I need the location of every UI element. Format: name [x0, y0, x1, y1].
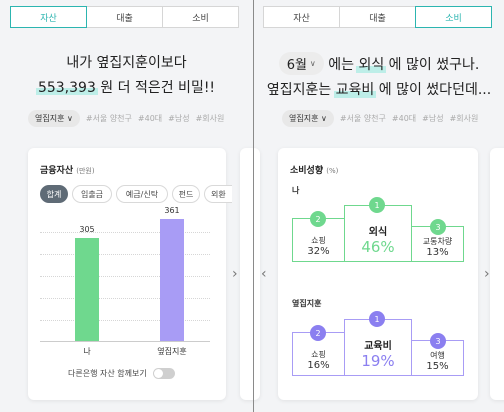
toggle-label: 다른은행 자산 함께보기	[68, 369, 147, 378]
headline-line1: 내가 옆집지훈이보다	[66, 55, 187, 71]
chevron-down-icon: ∨	[321, 114, 327, 123]
filter-fx[interactable]: 외환	[204, 185, 232, 203]
neighbor-rank-1-label: 교육비	[364, 341, 392, 352]
headline-line2: 옆집지훈는 교육비 에 많이 썼다던데...	[254, 79, 504, 99]
neighbor-select-value: 옆집지훈	[35, 114, 65, 123]
gridline	[40, 254, 210, 255]
neighbor-select[interactable]: 옆집지훈 ∨	[28, 110, 80, 127]
tag-age: #40대	[137, 114, 163, 123]
neighbor-section-title: 옆집지훈	[292, 299, 322, 308]
other-bank-toggle-row: 다른은행 자산 함께보기	[68, 368, 175, 379]
bar-value-label: 305	[79, 225, 95, 234]
neighbor-rank-1-badge: 1	[369, 311, 385, 327]
neighbor-rank-3-pct: 15%	[426, 361, 449, 372]
x-axis	[40, 341, 210, 342]
me-rank-2-badge: 2	[310, 211, 326, 227]
spending-panel: 자산 대출 소비 6월 ∨ 에는 외식 에 많이 썼구나. 옆집지훈는 교육비 에…	[254, 0, 504, 412]
me-rank-1-label: 외식	[368, 227, 388, 238]
me-rank-1-pct: 46%	[361, 238, 395, 256]
me-rank-3-badge: 3	[430, 219, 446, 235]
headline-line1: 6월 ∨ 에는 외식 에 많이 썼구나.	[254, 52, 504, 75]
tag-row: 옆집지훈 ∨ #서울 양천구 #40대 #남성 #회사원	[28, 110, 224, 127]
card-title: 금융자산 (만원)	[40, 163, 95, 176]
neighbor-rank-3-badge: 3	[430, 333, 446, 349]
headline-line2-rest: 원 더 적은건 비밀!!	[95, 80, 216, 96]
tag-gender: #남성	[422, 114, 444, 123]
me-rank-3-pct: 13%	[426, 247, 449, 258]
me-rank-1-badge: 1	[369, 197, 385, 213]
tab-bar: 자산 대출 소비	[263, 6, 492, 28]
difference-amount: 553,393	[35, 80, 98, 96]
gridline	[40, 320, 210, 321]
tag-gender: #남성	[168, 114, 190, 123]
me-rank-3-label: 교통차량	[422, 237, 453, 246]
tag-job: #회사원	[449, 114, 479, 123]
neighbor-rank-1-pct: 19%	[361, 352, 395, 370]
headline-text: 에 많이 썼구나.	[388, 57, 480, 73]
neighbor-rank-1-box: 교육비 19%	[344, 319, 412, 376]
me-rank-2-pct: 32%	[307, 246, 330, 257]
card-unit: (%)	[326, 167, 339, 175]
tag-region: #서울 양천구	[339, 114, 386, 123]
filter-fund[interactable]: 펀드	[172, 185, 200, 203]
tab-asset[interactable]: 자산	[263, 6, 340, 28]
asset-panel: 자산 대출 소비 내가 옆집지훈이보다 553,393 원 더 적은건 비밀!!…	[0, 6, 253, 400]
chevron-right-icon[interactable]: ›	[232, 266, 238, 282]
bar-value-label: 361	[164, 206, 180, 215]
card-unit: (만원)	[76, 167, 95, 175]
tag-row: 옆집지훈 ∨ #서울 양천구 #40대 #남성 #회사원	[282, 110, 478, 127]
tab-bar: 자산 대출 소비	[10, 6, 239, 28]
card-title: 소비성향 (%)	[290, 163, 338, 176]
prev-card-peek	[254, 148, 260, 400]
tab-spending[interactable]: 소비	[162, 6, 239, 28]
card-title-text: 소비성향	[290, 166, 324, 176]
chevron-down-icon: ∨	[309, 59, 316, 68]
chevron-left-icon[interactable]: ‹	[261, 266, 267, 282]
month-select[interactable]: 6월 ∨	[278, 52, 324, 75]
tab-spending[interactable]: 소비	[415, 6, 492, 28]
bar-0	[75, 238, 99, 341]
gridline	[40, 298, 210, 299]
neighbor-select[interactable]: 옆집지훈 ∨	[282, 110, 334, 127]
neighbor-top-category: 교육비	[333, 79, 376, 99]
tag-job: #회사원	[195, 114, 225, 123]
neighbor-rank-2-badge: 2	[310, 325, 326, 341]
tab-loan[interactable]: 대출	[86, 6, 163, 28]
tab-loan[interactable]: 대출	[339, 6, 416, 28]
me-rank-1-box: 외식 46%	[344, 205, 412, 262]
bar-1	[160, 219, 184, 341]
neighbor-select-value: 옆집지훈	[289, 114, 319, 123]
neighbor-rank-3-label: 여행	[430, 351, 445, 360]
tag-region: #서울 양천구	[85, 114, 132, 123]
chevron-right-icon[interactable]: ›	[484, 266, 490, 282]
next-card-peek	[240, 148, 253, 400]
headline-text: 에는	[328, 57, 354, 73]
tag-age: #40대	[391, 114, 417, 123]
x-tick-label: 나	[83, 347, 91, 356]
x-tick-label: 옆집지훈	[157, 347, 187, 356]
neighbor-rank-2-pct: 16%	[307, 360, 330, 371]
me-rank-2-label: 쇼핑	[311, 236, 326, 245]
filter-deposit-withdraw[interactable]: 입출금	[72, 185, 112, 203]
gridline	[40, 276, 210, 277]
my-top-category: 외식	[356, 54, 386, 74]
other-bank-toggle[interactable]	[152, 368, 175, 379]
chevron-down-icon: ∨	[67, 114, 73, 123]
headline-text: 에 많이 썼다던데...	[378, 82, 492, 98]
panel-divider	[253, 0, 254, 412]
headline-line2: 553,393 원 더 적은건 비밀!!	[0, 77, 253, 97]
me-section-title: 나	[292, 186, 300, 195]
next-card-peek	[490, 148, 504, 400]
tab-asset[interactable]: 자산	[10, 6, 87, 28]
filter-total[interactable]: 합계	[40, 185, 68, 203]
headline-text: 옆집지훈는	[266, 82, 332, 98]
month-value: 6월	[286, 58, 307, 73]
neighbor-rank-2-label: 쇼핑	[311, 350, 326, 359]
card-title-text: 금융자산	[40, 166, 74, 176]
gridline	[40, 232, 210, 233]
filter-savings-trust[interactable]: 예금/신탁	[116, 185, 168, 203]
